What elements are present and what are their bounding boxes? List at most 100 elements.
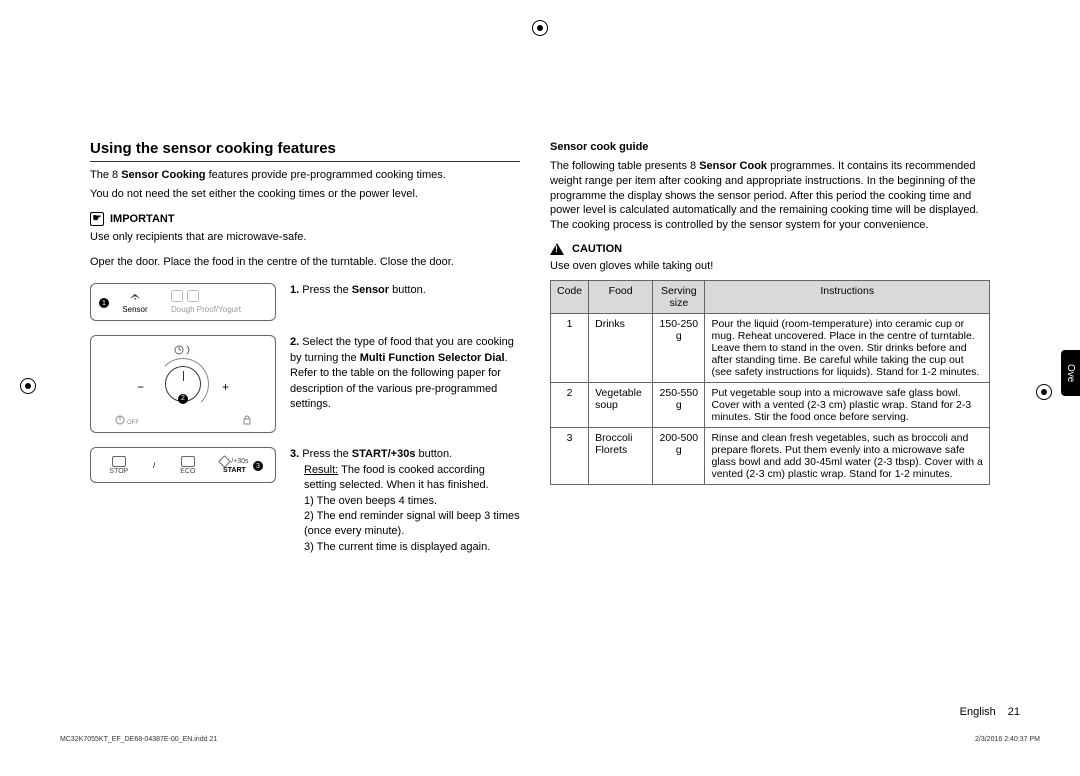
d3-button-row: STOP / ECO /+30s START bbox=[91, 448, 275, 482]
eco-button-fig: ECO bbox=[180, 456, 195, 475]
important-label: IMPORTANT bbox=[110, 213, 175, 225]
td-size: 200-500 g bbox=[653, 427, 705, 484]
guide-intro: The following table presents 8 Sensor Co… bbox=[550, 159, 990, 233]
sensor-icon bbox=[128, 291, 142, 301]
d1-icon-row bbox=[171, 290, 199, 302]
td-instr: Rinse and clean fresh vegetables, such a… bbox=[705, 427, 990, 484]
right-column: Sensor cook guide The following table pr… bbox=[550, 140, 990, 555]
dial-plus: + bbox=[222, 380, 229, 394]
dial-minus: − bbox=[137, 380, 144, 394]
start-button-fig: /+30s START bbox=[220, 457, 248, 474]
yogurt-icon bbox=[187, 290, 199, 302]
guide-intro-a: The following table presents 8 bbox=[550, 160, 699, 172]
td-instr: Pour the liquid (room-temperature) into … bbox=[705, 313, 990, 382]
footer: English 21 bbox=[90, 706, 1020, 718]
td-size: 250-550 g bbox=[653, 382, 705, 427]
td-size: 150-250 g bbox=[653, 313, 705, 382]
step-1a: Press the bbox=[302, 284, 352, 296]
col-instr: Instructions bbox=[705, 280, 990, 313]
side-tab: Ove bbox=[1061, 350, 1080, 396]
micro-footer: MC32K7055KT_EF_DE68-04387E-00_EN.indd 21… bbox=[60, 736, 1040, 743]
hand-icon: ☛ bbox=[90, 212, 104, 226]
step-3-num: 3. bbox=[290, 448, 302, 460]
d1-sensor-group: Sensor bbox=[115, 291, 155, 314]
table-row: 2 Vegetable soup 250-550 g Put vegetable… bbox=[551, 382, 990, 427]
step-2b: Multi Function Selector Dial bbox=[360, 352, 505, 364]
step-1-row: 1 Sensor Dough Proof/Yogurt 1. Press the… bbox=[90, 283, 520, 321]
left-column: Using the sensor cooking features The 8 … bbox=[90, 140, 520, 555]
diagram-sensor-button: 1 Sensor Dough Proof/Yogurt bbox=[90, 283, 276, 321]
intro-line-1: The 8 Sensor Cooking features provide pr… bbox=[90, 168, 520, 183]
td-code: 1 bbox=[551, 313, 589, 382]
hand-clock-icon bbox=[173, 344, 193, 356]
registration-mark-right bbox=[1036, 384, 1052, 400]
td-code: 3 bbox=[551, 427, 589, 484]
step-3a: Press the bbox=[302, 448, 352, 460]
off-icon bbox=[113, 414, 127, 426]
stop-icon bbox=[112, 456, 126, 467]
step-3-text: 3. Press the START/+30s button. Result: … bbox=[290, 447, 520, 555]
micro-left: MC32K7055KT_EF_DE68-04387E-00_EN.indd 21 bbox=[60, 736, 217, 743]
table-row: 1 Drinks 150-250 g Pour the liquid (room… bbox=[551, 313, 990, 382]
eco-icon bbox=[181, 456, 195, 467]
d1-sensor-label: Sensor bbox=[115, 305, 155, 314]
step-3-row: STOP / ECO /+30s START 3 bbox=[90, 447, 520, 555]
step-2-num: 2. bbox=[290, 336, 302, 348]
page-content: Using the sensor cooking features The 8 … bbox=[90, 140, 990, 555]
sub-2: 2) The end reminder signal will beep 3 t… bbox=[304, 509, 520, 540]
start-label: START bbox=[223, 467, 246, 474]
sub-2-text: The end reminder signal will beep 3 time… bbox=[304, 510, 520, 537]
section-heading: Using the sensor cooking features bbox=[90, 140, 520, 162]
col-size: Serving size bbox=[653, 280, 705, 313]
badge-1: 1 bbox=[99, 298, 109, 308]
plus30-label: /+30s bbox=[231, 458, 248, 465]
col-code: Code bbox=[551, 280, 589, 313]
micro-right: 2/3/2016 2:40:37 PM bbox=[975, 736, 1040, 743]
sub-3: 3) The current time is displayed again. bbox=[304, 540, 520, 555]
d1-dough-label: Dough Proof/Yogurt bbox=[171, 305, 241, 314]
step-1-num: 1. bbox=[290, 284, 302, 296]
stop-label: STOP bbox=[109, 468, 128, 475]
lock-icon bbox=[241, 414, 253, 426]
footer-page: 21 bbox=[1008, 706, 1020, 718]
td-food: Broccoli Florets bbox=[589, 427, 653, 484]
badge-2: 2 bbox=[178, 394, 188, 404]
step-2-row: 2 − + OFF 2. Select the type of food tha… bbox=[90, 335, 520, 433]
sensor-cook-table: Code Food Serving size Instructions 1 Dr… bbox=[550, 280, 990, 485]
important-text: Use only recipients that are microwave-s… bbox=[90, 230, 520, 245]
slash: / bbox=[153, 461, 155, 470]
caution-label: CAUTION bbox=[572, 243, 622, 255]
footer-lang: English bbox=[960, 706, 996, 718]
caution-notice: CAUTION bbox=[550, 243, 990, 255]
diagram-dial: 2 − + OFF bbox=[90, 335, 276, 433]
result-block: Result: The food is cooked according set… bbox=[304, 463, 520, 494]
step-1b: Sensor bbox=[352, 284, 389, 296]
important-notice: ☛ IMPORTANT bbox=[90, 212, 520, 226]
intro-line-2: You do not need the set either the cooki… bbox=[90, 187, 520, 202]
td-instr: Put vegetable soup into a microwave safe… bbox=[705, 382, 990, 427]
step-3b: START/+30s bbox=[352, 448, 416, 460]
step-3c: button. bbox=[415, 448, 452, 460]
td-food: Vegetable soup bbox=[589, 382, 653, 427]
intro-bold: Sensor Cooking bbox=[121, 169, 205, 181]
step-1-text: 1. Press the Sensor button. bbox=[290, 283, 520, 321]
guide-intro-b: Sensor Cook bbox=[699, 160, 767, 172]
intro-text: The 8 bbox=[90, 169, 121, 181]
off-label: OFF bbox=[127, 420, 139, 426]
registration-mark-left bbox=[20, 378, 36, 394]
eco-label: ECO bbox=[180, 468, 195, 475]
td-food: Drinks bbox=[589, 313, 653, 382]
step-1c: button. bbox=[389, 284, 426, 296]
step-2-text: 2. Select the type of food that you are … bbox=[290, 335, 520, 433]
registration-mark-top bbox=[532, 20, 548, 36]
result-label: Result: bbox=[304, 464, 338, 476]
diagram-start-button: STOP / ECO /+30s START 3 bbox=[90, 447, 276, 483]
caution-text: Use oven gloves while taking out! bbox=[550, 259, 990, 274]
td-code: 2 bbox=[551, 382, 589, 427]
guide-title: Sensor cook guide bbox=[550, 140, 990, 155]
sub-1: 1) The oven beeps 4 times. bbox=[304, 494, 520, 509]
start-icon bbox=[218, 455, 231, 468]
col-food: Food bbox=[589, 280, 653, 313]
table-header-row: Code Food Serving size Instructions bbox=[551, 280, 990, 313]
sub-3-text: The current time is displayed again. bbox=[317, 541, 491, 553]
